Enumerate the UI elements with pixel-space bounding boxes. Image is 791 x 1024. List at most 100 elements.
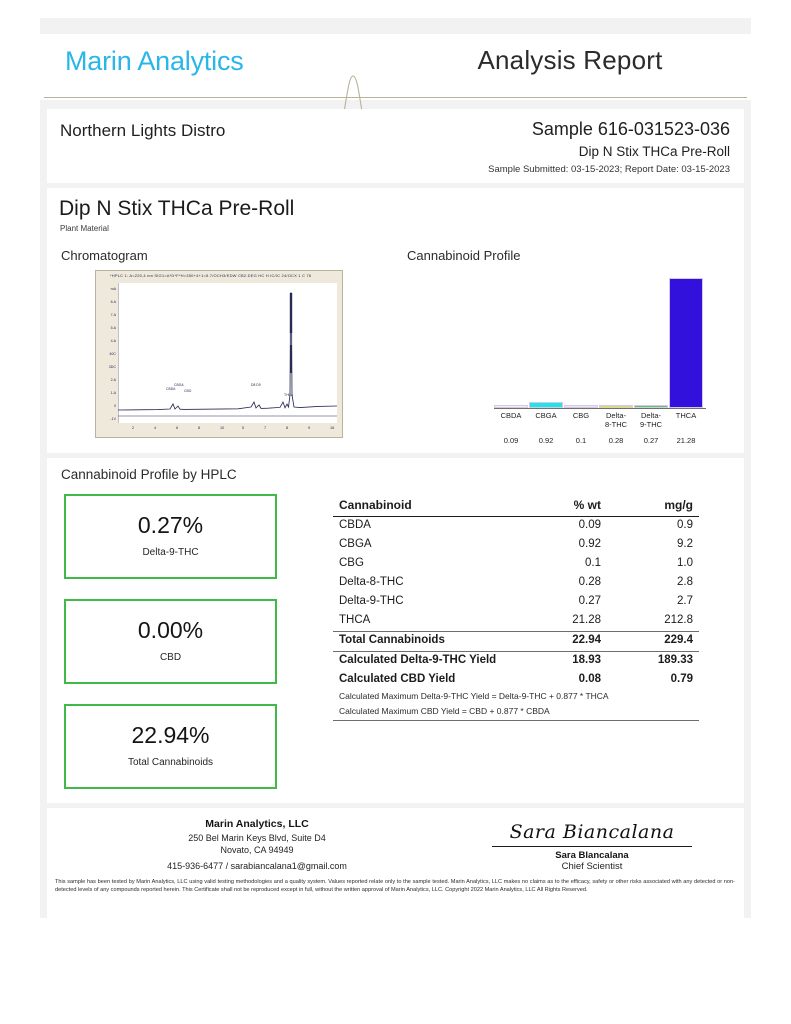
sample-id: Sample 616-031523-036: [531, 119, 730, 139]
signature-block: Sara Biancalana Sara Blancalana Chief Sc…: [477, 818, 707, 872]
table-yield-row: Calculated Delta-9-THC Yield 18.93 189.33: [333, 652, 699, 671]
cell-pct: 0.08: [578, 673, 601, 685]
hplc-section-label: Cannabinoid Profile by HPLC: [61, 467, 237, 482]
cannabinoid-profile-bar-chart: CBDA CBGA CBG Delta- 8-THC Delta- 9-THC THCA 0.…: [402, 268, 732, 445]
cell-name: Calculated Delta-9-THC Yield: [339, 654, 497, 666]
chromatogram-peak-label-thca: THCa: [284, 393, 293, 397]
bar-category-label: CBG: [572, 411, 590, 420]
kpi-card-delta9thc: 0.27% Delta-9-THC: [64, 494, 277, 579]
chromatogram-x-tick: 16: [330, 426, 335, 430]
cannabinoid-results-table: Cannabinoid % wt mg/g CBDA 0.09 0.9 CBGA 0.92 9.…: [333, 496, 699, 721]
page-title: Analysis Report: [477, 45, 663, 75]
chromatogram-x-tick: 8: [286, 426, 289, 430]
brand-logo-text: Marin Analytics: [65, 46, 244, 76]
signer-name: Sara Blancalana: [555, 850, 629, 861]
bar-delta-8-thc: [599, 405, 633, 408]
chromatogram-x-tick: 9: [308, 426, 311, 430]
table-yield-row: Calculated CBD Yield 0.08 0.79: [333, 671, 699, 690]
bar-category-label: Delta- 8-THC: [604, 411, 628, 429]
cell-mgg: 0.9: [677, 519, 693, 531]
chromatogram-y-tick: 3DC: [108, 365, 116, 369]
sample-identity-card: Northern Lights Distro Sample 616-031523…: [47, 109, 744, 183]
cell-pct: 0.28: [578, 576, 601, 588]
bar-cbga: [529, 402, 563, 408]
bar-chart-bars: [494, 268, 706, 408]
bar-delta-9-thc: [634, 405, 668, 408]
signature-image: Sara Biancalana: [509, 821, 675, 843]
cell-name: Cannabinoid: [339, 498, 412, 512]
table-row: Delta-8-THC 0.28 2.8: [333, 574, 699, 593]
report-footer-card: Marin Analytics, LLC 250 Bel Marin Keys …: [47, 808, 744, 918]
hplc-results-card: Cannabinoid Profile by HPLC 0.27% Delta-…: [47, 458, 744, 803]
chromatogram-y-tick: -1V: [110, 417, 116, 421]
chromatogram-y-tick: 7.A: [110, 313, 116, 317]
chromatogram-x-tick: 8: [198, 426, 201, 430]
cell-mgg: 2.7: [677, 595, 693, 607]
chromatogram-peak-label-cbga: CBGA: [174, 383, 184, 387]
cell-name: Delta-8-THC: [339, 576, 404, 588]
table-row: Delta-9-THC 0.27 2.7: [333, 593, 699, 612]
kpi-value: 0.27%: [137, 512, 204, 538]
kpi-value: 0.00%: [137, 617, 204, 643]
product-title: Dip N Stix THCa Pre-Roll: [59, 197, 295, 220]
bar-value-label: 21.28: [676, 436, 696, 445]
chromatogram-peak-label-d8d9: D8 D9: [251, 383, 261, 387]
table-header-row: Cannabinoid % wt mg/g: [333, 496, 699, 517]
bar-category-label: THCA: [675, 411, 697, 420]
footnote-text: Calculated Maximum Delta-9-THC Yield = D…: [339, 691, 609, 701]
cell-mgg: 1.0: [677, 557, 693, 569]
chromatogram-image: *HPLC 1: A=220,4 nm SIG1=A*D*F*H=350+4+1…: [95, 270, 343, 438]
cell-mgg: mg/g: [664, 498, 693, 512]
bar-cbda: [494, 405, 528, 408]
chromatogram-y-tick: mA: [110, 287, 116, 291]
cell-mgg: 0.79: [670, 673, 693, 685]
cell-mgg: 212.8: [664, 614, 693, 626]
cell-pct: 21.28: [572, 614, 601, 626]
sample-name: Dip N Stix THCa Pre-Roll: [578, 144, 730, 159]
bar-chart-axis: [494, 408, 706, 409]
chromatogram-y-tick: 0: [114, 404, 116, 408]
chromatogram-peak-label-cbda: CBDA: [166, 387, 176, 391]
cell-mgg: 189.33: [657, 654, 693, 666]
kpi-label: CBD: [159, 652, 182, 663]
sample-dates: Sample Submitted: 03-15-2023; Report Dat…: [488, 164, 730, 175]
chromatogram-x-tick: 5: [242, 426, 245, 430]
bar-category-label: Delta- 9-THC: [639, 411, 663, 429]
table-row: CBG 0.1 1.0: [333, 555, 699, 574]
bar-category-label: CBGA: [535, 411, 557, 420]
company-address-line2: Novato, CA 94949: [220, 845, 294, 855]
bar-value-label: 0.92: [538, 436, 554, 445]
chromatogram-caption: *HPLC 1: A=220,4 nm SIG1=A*D*F*H=350+4+1…: [110, 273, 312, 278]
chromatogram-y-axis-labels: mA 6.A 7.A 5.A 4.A 40C 3DC 2.A 1.A 0 -1V: [98, 283, 117, 423]
cell-name: CBGA: [339, 538, 372, 550]
chromatogram-y-tick: 40C: [109, 352, 116, 356]
footnote-text: Calculated Maximum CBD Yield = CBD + 0.8…: [339, 706, 550, 716]
cell-name: CBDA: [339, 519, 371, 531]
cell-pct: % wt: [573, 498, 601, 512]
bar-value-label: 0.09: [503, 436, 519, 445]
chromatogram-x-tick: 4: [154, 426, 157, 430]
kpi-label: Total Cannabinoids: [127, 757, 214, 768]
cell-pct: 22.94: [572, 634, 601, 646]
signer-role: Chief Scientist: [561, 861, 623, 872]
cell-name: CBG: [339, 557, 364, 569]
chromatogram-peak-label-cbg: CBG: [184, 389, 192, 393]
company-name: Marin Analytics, LLC: [205, 818, 309, 830]
table-row: THCA 21.28 212.8: [333, 612, 699, 632]
chromatogram-x-tick: 7: [264, 426, 267, 430]
bar-value-label: 0.27: [643, 436, 659, 445]
chromatogram-x-tick: 6: [176, 426, 179, 430]
masthead-divider: [44, 97, 747, 98]
product-charts-card: Dip N Stix THCa Pre-Roll Plant Material …: [47, 188, 744, 453]
chromatogram-x-tick: 2: [132, 426, 135, 430]
company-info: Marin Analytics, LLC 250 Bel Marin Keys …: [107, 818, 407, 871]
bar-value-label: 0.28: [608, 436, 624, 445]
chromatogram-y-tick: 1.A: [110, 391, 116, 395]
table-footnote: Calculated Maximum CBD Yield = CBD + 0.8…: [333, 705, 699, 721]
company-address-line1: 250 Bel Marin Keys Blvd, Suite D4: [188, 833, 326, 843]
chromatogram-y-tick: 2.A: [110, 378, 116, 382]
legal-disclaimer: This sample has been tested by Marin Ana…: [55, 879, 735, 894]
chromatogram-x-axis-labels: 2 4 6 8 10 5 7 8 9 16: [118, 426, 337, 436]
report-masthead: Marin Analytics Analysis Report: [40, 34, 751, 130]
cell-pct: 18.93: [572, 654, 601, 666]
